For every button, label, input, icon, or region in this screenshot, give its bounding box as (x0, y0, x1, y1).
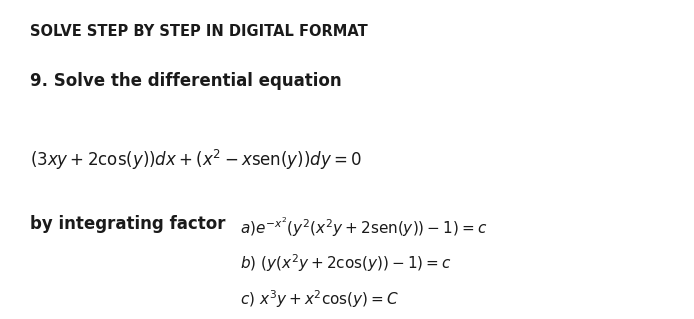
Text: $(3xy + 2\mathrm{cos}(y))dx + (x^2 - x\mathrm{sen}(y))dy = 0$: $(3xy + 2\mathrm{cos}(y))dx + (x^2 - x\m… (30, 148, 362, 172)
Text: $a)e^{-x^2}(y^2(x^2y + 2\mathrm{sen}(y)) - 1) = c$: $a)e^{-x^2}(y^2(x^2y + 2\mathrm{sen}(y))… (240, 215, 487, 239)
Text: 9. Solve the differential equation: 9. Solve the differential equation (30, 72, 341, 90)
Text: by integrating factor: by integrating factor (30, 215, 226, 233)
Text: SOLVE STEP BY STEP IN DIGITAL FORMAT: SOLVE STEP BY STEP IN DIGITAL FORMAT (30, 24, 368, 39)
Text: $b)\ (y(x^2y + 2\mathrm{cos}(y)) - 1) = c$: $b)\ (y(x^2y + 2\mathrm{cos}(y)) - 1) = … (240, 252, 452, 274)
Text: $c)\ x^3y + x^2\mathrm{cos}(y) = C$: $c)\ x^3y + x^2\mathrm{cos}(y) = C$ (240, 288, 399, 310)
